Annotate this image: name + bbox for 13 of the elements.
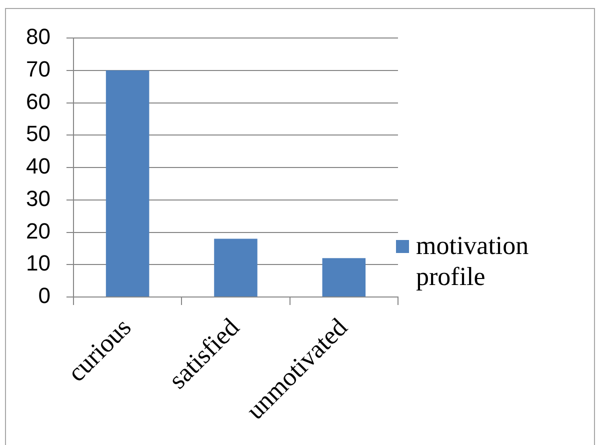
- y-tick-label: 30: [26, 186, 50, 211]
- bar: [106, 70, 150, 297]
- bar: [322, 258, 366, 297]
- legend-label: motivation profile: [416, 230, 530, 292]
- y-tick-label: 0: [38, 283, 50, 308]
- y-tick-label: 40: [26, 154, 50, 179]
- y-tick-label: 50: [26, 121, 50, 146]
- y-tick-label: 10: [26, 250, 50, 276]
- y-tick-label: 80: [26, 24, 50, 50]
- y-tick-label: 60: [26, 88, 50, 114]
- y-tick-label: 70: [26, 56, 50, 82]
- y-tick-label: 20: [26, 218, 50, 244]
- bar: [214, 238, 258, 297]
